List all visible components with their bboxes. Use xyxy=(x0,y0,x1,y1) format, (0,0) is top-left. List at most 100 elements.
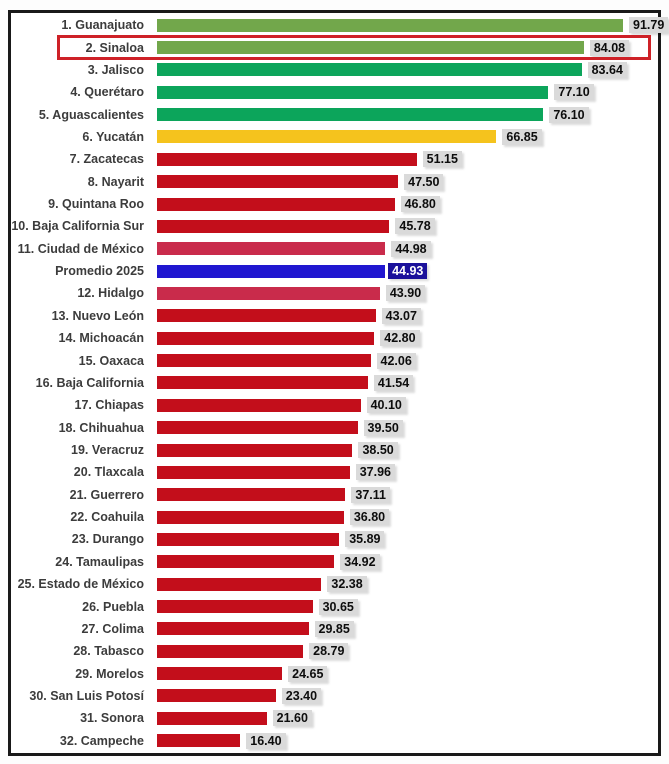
bar xyxy=(157,264,386,278)
bar xyxy=(157,197,395,211)
bar-value: 41.54 xyxy=(373,374,414,391)
bar-row: 23. Durango 35.89 xyxy=(11,528,656,550)
bar-track: 40.10 xyxy=(157,397,656,414)
bar-value: 21.60 xyxy=(272,710,312,727)
bar xyxy=(157,130,497,144)
bar-track: 30.65 xyxy=(157,598,656,615)
bar-track: 16.40 xyxy=(157,732,656,749)
bar-value: 44.93 xyxy=(388,263,428,280)
bar-row: 29. Morelos 24.65 xyxy=(11,662,656,684)
bar-track: 28.79 xyxy=(157,643,656,660)
bar-value: 45.78 xyxy=(395,218,435,235)
bar xyxy=(157,152,417,166)
bar-track: 51.15 xyxy=(157,151,656,168)
bar-track: 32.38 xyxy=(157,576,656,593)
bar xyxy=(157,41,584,55)
bar-value: 66.85 xyxy=(502,128,542,145)
bar-row: 17. Chiapas 40.10 xyxy=(11,394,656,416)
bar-value: 51.15 xyxy=(422,151,462,168)
bar-value: 43.90 xyxy=(385,285,426,302)
bar-label: 12. Hidalgo xyxy=(77,286,144,301)
bar-label: 9. Quintana Roo xyxy=(48,197,144,212)
bar xyxy=(157,510,344,524)
bar-row: 27. Colima 29.85 xyxy=(11,618,656,640)
bar-value: 77.10 xyxy=(554,84,594,101)
bar-value: 40.10 xyxy=(366,397,406,414)
bar-row: 18. Chihuahua 39.50 xyxy=(11,416,656,438)
bar xyxy=(157,443,353,457)
bar xyxy=(157,689,276,703)
bar-row: 9. Quintana Roo 46.80 xyxy=(11,193,656,215)
bar xyxy=(157,488,346,502)
bar xyxy=(157,286,380,300)
bar-track: 44.98 xyxy=(157,240,656,257)
bar-value: 32.38 xyxy=(327,576,367,593)
bar-label: 3. Jalisco xyxy=(87,62,144,77)
bar-label: 26. Puebla xyxy=(82,599,144,614)
bar-label: 5. Aguascalientes xyxy=(38,107,144,122)
bar-label: 30. San Luis Potosí xyxy=(29,688,144,703)
bar-value: 91.79 xyxy=(629,17,669,34)
bar-track: 77.10 xyxy=(157,84,656,101)
bar-track: 24.65 xyxy=(157,665,656,682)
bar-value: 47.50 xyxy=(404,173,444,190)
bar-track: 44.93 xyxy=(157,263,656,280)
bar-track: 37.11 xyxy=(157,486,656,503)
bar-value: 83.64 xyxy=(587,61,627,78)
bar-label: 24. Tamaulipas xyxy=(55,554,144,569)
bar-row: 22. Coahuila 36.80 xyxy=(11,506,656,528)
bar-row: 28. Tabasco 28.79 xyxy=(11,640,656,662)
bar-track: 37.96 xyxy=(157,464,656,481)
bar-value: 28.79 xyxy=(309,643,349,660)
bar-row: 31. Sonora 21.60 xyxy=(11,707,656,729)
bar-track: 21.60 xyxy=(157,710,656,727)
bar-track: 47.50 xyxy=(157,173,656,190)
bar-label: 21. Guerrero xyxy=(69,487,144,502)
bar-value: 44.98 xyxy=(391,240,431,257)
bar-track: 34.92 xyxy=(157,553,656,570)
bar-value: 36.80 xyxy=(349,509,390,526)
bar xyxy=(157,667,283,681)
bar-row: 10. Baja California Sur 45.78 xyxy=(11,215,656,237)
bar xyxy=(157,108,544,122)
bar-track: 66.85 xyxy=(157,128,656,145)
bar-value: 30.65 xyxy=(318,598,358,615)
bar-value: 23.40 xyxy=(281,687,322,704)
bar xyxy=(157,421,358,435)
bar-track: 42.06 xyxy=(157,352,656,369)
bar-row: Promedio 2025 44.93 xyxy=(11,260,656,282)
bar xyxy=(157,85,549,99)
bar-row: 26. Puebla 30.65 xyxy=(11,595,656,617)
bar-label: 14. Michoacán xyxy=(58,331,144,346)
bar-row: 6. Yucatán 66.85 xyxy=(11,126,656,148)
bar-row: 15. Oaxaca 42.06 xyxy=(11,349,656,371)
bar xyxy=(157,331,375,345)
bar-row: 7. Zacatecas 51.15 xyxy=(11,148,656,170)
bar-label: 27. Colima xyxy=(81,621,144,636)
bar-label: 31. Sonora xyxy=(80,711,144,726)
bar xyxy=(157,734,241,748)
bar xyxy=(157,309,376,323)
bar-row: 30. San Luis Potosí 23.40 xyxy=(11,685,656,707)
bar-row: 12. Hidalgo 43.90 xyxy=(11,282,656,304)
bar-track: 36.80 xyxy=(157,509,656,526)
bar-track: 35.89 xyxy=(157,531,656,548)
bar-track: 38.50 xyxy=(157,442,656,458)
bar-label: 25. Estado de México xyxy=(17,577,144,592)
bar-row: 11. Ciudad de México 44.98 xyxy=(11,238,656,260)
bar-label: 20. Tlaxcala xyxy=(73,465,144,480)
bar xyxy=(157,242,386,256)
bar xyxy=(157,219,390,233)
bar-label: 4. Querétaro xyxy=(70,85,144,100)
bar-row: 13. Nuevo León 43.07 xyxy=(11,305,656,327)
bar-track: 42.80 xyxy=(157,330,656,347)
bar-track: 45.78 xyxy=(157,218,656,235)
bar-value: 42.06 xyxy=(376,352,416,369)
bar-track: 23.40 xyxy=(157,687,656,704)
bar-label: 6. Yucatán xyxy=(82,129,144,144)
bar-track: 83.64 xyxy=(157,61,656,78)
bar-value: 76.10 xyxy=(549,106,589,123)
bar-label: 29. Morelos xyxy=(75,666,144,681)
bar-label: 7. Zacatecas xyxy=(69,152,144,167)
bar-row: 19. Veracruz 38.50 xyxy=(11,439,656,461)
